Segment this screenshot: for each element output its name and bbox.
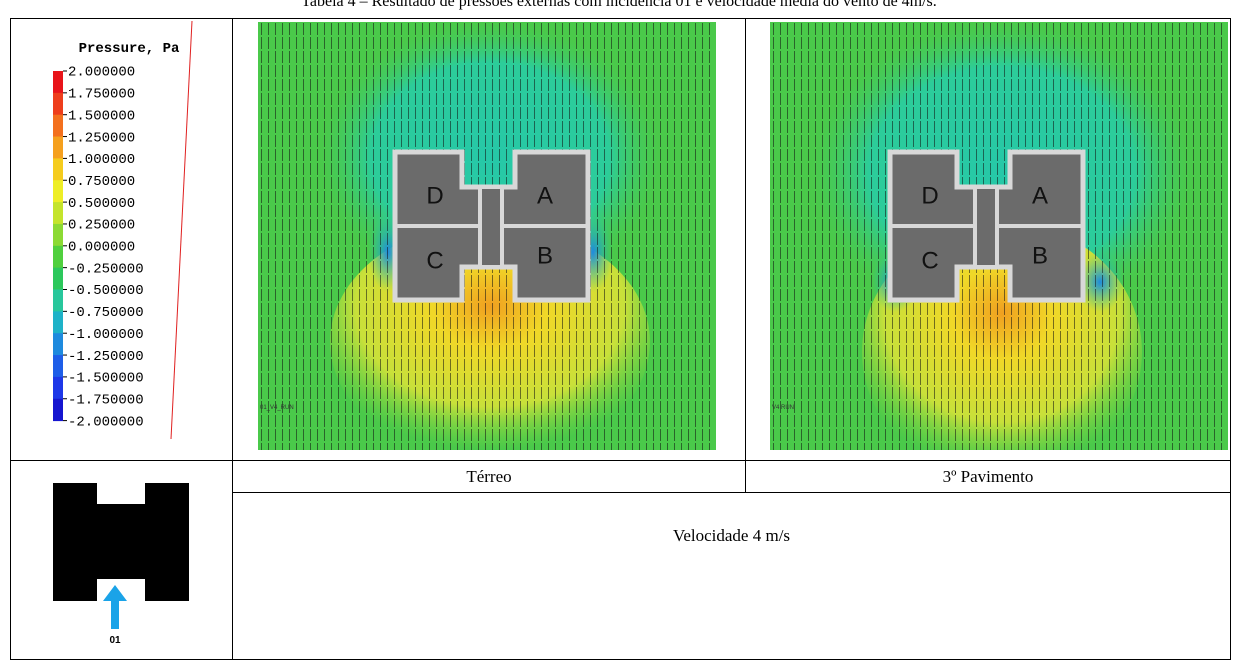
simulation-image: D A C B 01_V4_RUN — [258, 22, 716, 450]
panel-name: Térreo — [232, 460, 746, 493]
legend-label: -1.250000 — [68, 349, 144, 365]
run-label: V4 RUN — [772, 405, 794, 411]
panel-name: 3º Pavimento — [745, 460, 1231, 493]
color-swatch — [53, 399, 63, 421]
block-label: C — [426, 247, 443, 274]
block-label: D — [426, 182, 443, 209]
block-label: D — [921, 182, 938, 209]
wind-arrow — [103, 585, 127, 629]
run-label: 01_V4_RUN — [260, 405, 294, 411]
color-swatch — [53, 333, 63, 355]
legend-label: 0.000000 — [68, 240, 135, 256]
page: Tabela 4 – Resultado de pressões externa… — [0, 0, 1238, 648]
icon-label: 01 — [109, 635, 121, 646]
corridor — [480, 187, 502, 267]
color-swatch — [53, 180, 63, 202]
simulation-image: D A C B V4 RUN — [770, 22, 1228, 450]
corridor — [975, 187, 997, 267]
legend-label: 0.500000 — [68, 196, 135, 212]
color-swatch — [53, 224, 63, 246]
legend-label: -1.500000 — [68, 371, 144, 387]
icon-cell: 01 — [10, 460, 233, 660]
legend-label: 1.000000 — [68, 152, 135, 168]
color-swatch — [53, 115, 63, 137]
block-label: A — [537, 182, 553, 209]
legend-label: -2.000000 — [68, 414, 144, 430]
color-swatch — [53, 355, 63, 377]
legend-label: 0.750000 — [68, 174, 135, 190]
block-label: C — [921, 247, 938, 274]
speed-cell: Velocidade 4 m/s — [232, 492, 1231, 660]
legend-label: 2.000000 — [68, 65, 135, 81]
building-shape — [53, 483, 189, 601]
block-label: B — [1032, 242, 1048, 269]
legend-label: -0.500000 — [68, 283, 144, 299]
legend-label: -0.250000 — [68, 261, 144, 277]
legend-label: 1.750000 — [68, 87, 135, 103]
color-swatch — [53, 311, 63, 333]
color-swatch — [53, 71, 63, 93]
block-label: B — [537, 242, 553, 269]
legend-label: -1.750000 — [68, 392, 144, 408]
color-swatch — [53, 377, 63, 399]
decor-line — [171, 21, 192, 439]
legend-title: Pressure, Pa — [79, 41, 180, 57]
color-swatch — [53, 158, 63, 180]
block-label: A — [1032, 182, 1048, 209]
wind-icon: 01 — [11, 461, 232, 649]
legend: Pressure, Pa 2.000000 1.750000 1.500000 1.2… — [11, 19, 232, 460]
color-swatch — [53, 290, 63, 312]
legend-label: 1.250000 — [68, 130, 135, 146]
color-swatch — [53, 93, 63, 115]
legend-label: 1.500000 — [68, 108, 135, 124]
color-swatch — [53, 202, 63, 224]
color-swatch — [53, 268, 63, 290]
legend-label: -0.750000 — [68, 305, 144, 321]
color-swatch — [53, 246, 63, 268]
caption: Tabela 4 – Resultado de pressões externa… — [0, 0, 1238, 11]
legend-cell: Pressure, Pa 2.000000 1.750000 1.500000 1.2… — [10, 18, 233, 461]
legend-label: 0.250000 — [68, 218, 135, 234]
color-swatch — [53, 137, 63, 159]
legend-label: -1.000000 — [68, 327, 144, 343]
